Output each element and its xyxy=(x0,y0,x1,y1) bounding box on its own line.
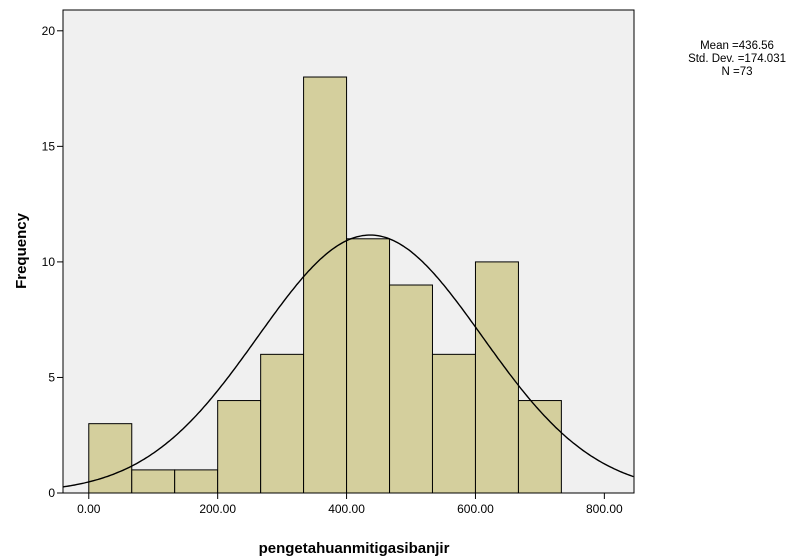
histogram-bar xyxy=(131,469,176,494)
mean-stat: Mean =436.56 xyxy=(700,40,774,52)
y-tick-label: 10 xyxy=(42,255,56,269)
x-tick-label: 800.00 xyxy=(586,502,623,516)
x-axis: 0.00 200.00 400.00 600.00 800.00 xyxy=(77,493,623,516)
x-tick-label: 600.00 xyxy=(457,502,494,516)
statistics-box: Mean =436.56 Std. Dev. =174.031 N =73 xyxy=(688,40,786,79)
y-tick-label: 20 xyxy=(42,24,56,38)
histogram-bar xyxy=(217,400,262,494)
y-axis: 0 5 10 15 20 xyxy=(42,24,63,500)
sd-stat: Std. Dev. =174.031 xyxy=(688,53,786,65)
x-axis-title: pengetahuanmitigasibanjir xyxy=(259,540,450,557)
x-tick-label: 400.00 xyxy=(328,502,365,516)
histogram-bar xyxy=(389,284,433,494)
histogram-bar xyxy=(346,238,391,494)
histogram-bar xyxy=(474,261,519,494)
x-tick-label: 200.00 xyxy=(199,502,236,516)
histogram-bar xyxy=(174,469,219,494)
histogram-bars xyxy=(88,76,562,494)
histogram-bar xyxy=(303,76,348,494)
histogram-bar xyxy=(517,400,562,494)
y-tick-label: 5 xyxy=(48,370,55,384)
x-tick-label: 0.00 xyxy=(77,502,101,516)
y-tick-label: 0 xyxy=(48,486,55,500)
normal-curve xyxy=(62,234,634,488)
y-axis-title: Frequency xyxy=(13,212,30,289)
histogram-bar xyxy=(260,353,305,494)
y-tick-label: 15 xyxy=(42,139,56,153)
histogram-bar xyxy=(431,353,476,494)
n-stat: N =73 xyxy=(721,66,753,78)
histogram-bar xyxy=(88,423,133,494)
